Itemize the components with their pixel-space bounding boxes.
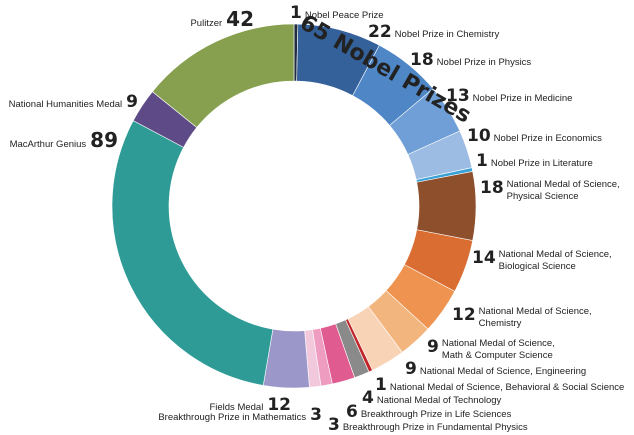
slice-label-national-medal-of-science-behavioral-and-social-science: National Medal of Science, Behavioral & …: [390, 382, 624, 393]
slice-label-national-medal-of-science-engineering: National Medal of Science, Engineering: [420, 366, 586, 377]
label-national-medal-of-science-engineering: 9 National Medal of Science, Engineering: [405, 359, 586, 379]
label-nobel-prize-in-literature: 1 Nobel Prize in Literature: [476, 151, 593, 171]
slice-label-national-humanities-medal: National Humanities Medal: [9, 99, 123, 110]
slice-label-national-medal-of-science-math-and-computer-science: National Medal of Science,: [442, 338, 555, 349]
slice-label-national-medal-of-science-chemistry: National Medal of Science,: [479, 306, 592, 317]
label-national-medal-of-technology: 4 National Medal of Technology: [362, 388, 502, 408]
label-breakthrough-prize-in-mathematics: 3 Breakthrough Prize in Mathematics: [158, 405, 322, 425]
slice-label-nobel-prize-in-physics: Nobel Prize in Physics: [437, 57, 532, 68]
label-breakthrough-prize-in-fundamental-physics: 3 Breakthrough Prize in Fundamental Physi…: [328, 415, 528, 435]
label-breakthrough-prize-in-life-sciences: 6 Breakthrough Prize in Life Sciences: [346, 402, 512, 422]
slice-value-nobel-prize-in-chemistry: 22: [368, 22, 392, 42]
slice-label-nobel-prize-in-literature: Nobel Prize in Literature: [491, 158, 593, 169]
slice-value-nobel-prize-in-literature: 1: [476, 151, 488, 171]
donut-slices: [111, 23, 477, 389]
label-national-medal-of-science-physical-science: 18 National Medal of Science,Physical Sci…: [480, 178, 620, 202]
label-national-medal-of-science-math-and-computer-science: 9 National Medal of Science,Math & Comput…: [427, 337, 555, 361]
slice-pulitzer: [151, 23, 295, 128]
slice-label-national-medal-of-science-physical-science: National Medal of Science,: [507, 179, 620, 190]
slice-value-nobel-prize-in-physics: 18: [410, 50, 434, 70]
label-nobel-prize-in-medicine: 13 Nobel Prize in Medicine: [446, 86, 572, 106]
label-national-medal-of-science-biological-science: 14 National Medal of Science,Biological S…: [472, 248, 612, 272]
slice-value-national-humanities-medal: 9: [126, 92, 138, 112]
slice-value-fields-medal: 12: [267, 395, 291, 415]
slice-label-national-medal-of-science-biological-science-line2: Biological Science: [499, 261, 576, 272]
label-national-medal-of-science-chemistry: 12 National Medal of Science,Chemistry: [452, 305, 592, 329]
label-national-medal-of-science-behavioral-and-social-science: 1 National Medal of Science, Behavioral &…: [375, 375, 624, 395]
slice-label-breakthrough-prize-in-life-sciences: Breakthrough Prize in Life Sciences: [361, 409, 512, 420]
label-nobel-peace-prize: 1 Nobel Peace Prize: [290, 3, 384, 23]
slice-label-nobel-prize-in-economics: Nobel Prize in Economics: [494, 133, 602, 144]
slice-label-fields-medal: Fields Medal: [209, 402, 263, 413]
slice-label-breakthrough-prize-in-fundamental-physics: Breakthrough Prize in Fundamental Physic…: [343, 422, 528, 433]
slice-national-medal-of-science-physical-science: [416, 171, 477, 241]
label-nobel-prize-in-physics: 18 Nobel Prize in Physics: [410, 50, 531, 70]
slice-label-nobel-peace-prize: Nobel Peace Prize: [305, 10, 384, 21]
label-nobel-prize-in-economics: 10 Nobel Prize in Economics: [467, 126, 602, 146]
slice-label-macarthur-genius: MacArthur Genius: [10, 139, 87, 150]
slice-label-national-medal-of-science-chemistry-line2: Chemistry: [479, 318, 522, 329]
label-fields-medal: 12 Fields Medal: [209, 395, 291, 415]
slice-label-breakthrough-prize-in-mathematics: Breakthrough Prize in Mathematics: [158, 412, 306, 423]
slice-value-breakthrough-prize-in-mathematics: 3: [310, 405, 322, 425]
slice-value-breakthrough-prize-in-life-sciences: 6: [346, 402, 358, 422]
slice-value-national-medal-of-science-chemistry: 12: [452, 305, 476, 325]
slice-value-national-medal-of-science-engineering: 9: [405, 359, 417, 379]
slice-label-national-medal-of-science-biological-science: National Medal of Science,: [499, 249, 612, 260]
slice-label-nobel-prize-in-medicine: Nobel Prize in Medicine: [473, 93, 573, 104]
slice-label-pulitzer: Pulitzer: [190, 18, 222, 29]
slice-value-pulitzer: 42: [226, 7, 254, 31]
slice-value-national-medal-of-science-physical-science: 18: [480, 178, 504, 198]
slice-label-national-medal-of-technology: National Medal of Technology: [377, 395, 502, 406]
slice-value-national-medal-of-science-biological-science: 14: [472, 248, 496, 268]
slice-value-national-medal-of-science-math-and-computer-science: 9: [427, 337, 439, 357]
label-nobel-prize-in-chemistry: 22 Nobel Prize in Chemistry: [368, 22, 499, 42]
slice-value-nobel-peace-prize: 1: [290, 3, 302, 23]
slice-label-national-medal-of-science-math-and-computer-science-line2: Math & Computer Science: [442, 350, 553, 361]
label-pulitzer: 42 Pulitzer: [190, 7, 254, 31]
slice-label-national-medal-of-science-physical-science-line2: Physical Science: [507, 191, 579, 202]
slice-value-national-medal-of-science-behavioral-and-social-science: 1: [375, 375, 387, 395]
slice-macarthur-genius: [111, 120, 274, 386]
slice-value-nobel-prize-in-medicine: 13: [446, 86, 470, 106]
slice-value-breakthrough-prize-in-fundamental-physics: 3: [328, 415, 340, 435]
slice-label-nobel-prize-in-chemistry: Nobel Prize in Chemistry: [395, 29, 500, 40]
slice-value-macarthur-genius: 89: [90, 128, 118, 152]
slice-value-nobel-prize-in-economics: 10: [467, 126, 491, 146]
slice-value-national-medal-of-technology: 4: [362, 388, 374, 408]
